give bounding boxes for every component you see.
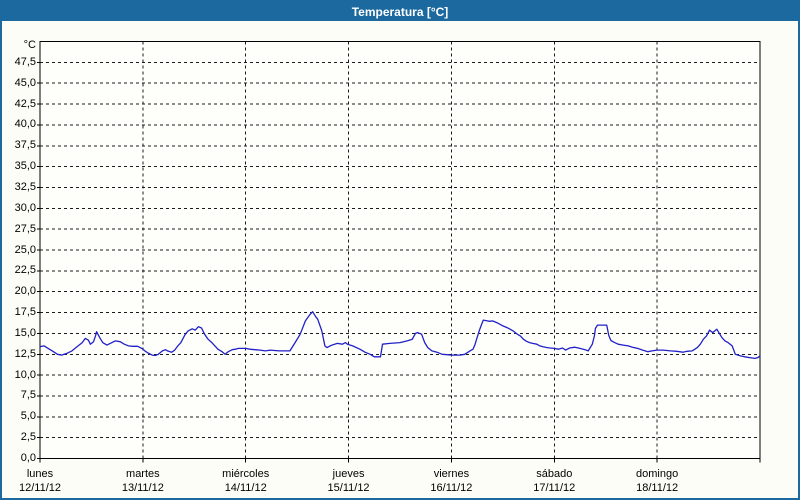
- y-tick-label: 27,5: [14, 222, 36, 235]
- y-tick-label: 22,5: [14, 264, 36, 277]
- y-tick-label: 25,0: [14, 243, 36, 256]
- y-tick-label: 47,5: [14, 55, 36, 68]
- y-tick-label: 45,0: [14, 76, 36, 89]
- y-tick-label: 30,0: [14, 201, 36, 214]
- y-tick-label: 7,5: [20, 389, 36, 402]
- x-tick-date-label: 18/11/12: [636, 481, 679, 494]
- x-tick-weekday-label: lunes: [26, 467, 54, 480]
- x-tick-weekday-label: jueves: [332, 467, 365, 480]
- x-tick-weekday-label: sábado: [536, 467, 573, 480]
- y-axis-unit-label: °C: [23, 38, 36, 51]
- x-tick-date-label: 15/11/12: [327, 481, 370, 494]
- y-tick-label: 10,0: [14, 368, 36, 381]
- y-tick-label: 37,5: [14, 139, 36, 152]
- y-tick-label: 17,5: [14, 306, 36, 319]
- y-tick-label: 12,5: [14, 347, 36, 360]
- temperature-line: [39, 311, 761, 360]
- chart-area: °C 0,0 2,5 5,0 7,5 10,0 12,5 15,0 17,5 20,0 22,5 2…: [2, 21, 798, 498]
- x-tick-weekday-label: martes: [126, 467, 160, 480]
- y-tick-label: 0,0: [20, 452, 36, 464]
- y-tick-label: 32,5: [14, 180, 36, 193]
- x-tick-date-label: 12/11/12: [18, 481, 61, 494]
- y-tick-label: 15,0: [14, 326, 36, 339]
- x-tick-date-label: 13/11/12: [121, 481, 164, 494]
- x-tick-date-label: 17/11/12: [533, 481, 576, 494]
- y-tick-label: 20,0: [14, 285, 36, 298]
- temperature-plot: [37, 41, 761, 463]
- x-tick-date-label: 14/11/12: [224, 481, 267, 494]
- y-tick-label: 2,5: [20, 431, 36, 444]
- y-tick-label: 42,5: [14, 97, 36, 110]
- y-tick-label: 5,0: [20, 410, 36, 423]
- x-tick-date-label: 16/11/12: [430, 481, 473, 494]
- window-title: Temperatura [°C]: [351, 4, 449, 19]
- window-titlebar: Temperatura [°C]: [2, 2, 798, 21]
- x-tick-weekday-label: domingo: [636, 467, 679, 480]
- x-tick-weekday-label: miércoles: [222, 467, 270, 480]
- x-tick-weekday-label: viernes: [433, 467, 470, 480]
- y-tick-label: 35,0: [14, 160, 36, 173]
- y-tick-label: 40,0: [14, 118, 36, 131]
